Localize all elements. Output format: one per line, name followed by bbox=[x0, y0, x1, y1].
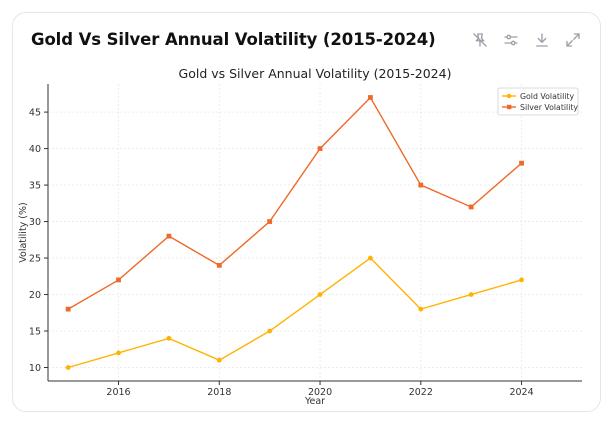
data-point-gold bbox=[216, 357, 222, 363]
x-tick-label: 2024 bbox=[509, 387, 533, 398]
legend-label: Silver Volatility bbox=[520, 103, 578, 112]
y-tick-label: 20 bbox=[29, 290, 41, 301]
data-point-silver bbox=[368, 95, 373, 100]
x-axis-label: Year bbox=[304, 396, 325, 407]
y-tick-label: 35 bbox=[29, 181, 41, 192]
toolbar bbox=[471, 31, 582, 49]
data-point-gold bbox=[519, 277, 524, 283]
legend-marker bbox=[507, 104, 512, 110]
series-line-gold bbox=[67, 257, 522, 369]
x-tick-label: 2016 bbox=[106, 387, 130, 398]
chart-card: Gold Vs Silver Annual Volatility (2015-2… bbox=[12, 12, 601, 412]
data-point-silver bbox=[65, 306, 71, 312]
sliders-icon[interactable] bbox=[502, 31, 520, 49]
x-tick-label: 2020 bbox=[308, 387, 332, 398]
data-point-silver bbox=[317, 146, 323, 151]
legend-label: Gold Volatility bbox=[520, 92, 574, 101]
data-point-gold bbox=[267, 328, 273, 334]
data-point-gold bbox=[468, 292, 474, 297]
data-point-silver bbox=[468, 204, 474, 210]
data-point-silver bbox=[418, 182, 424, 188]
chart-title: Gold vs Silver Annual Volatility (2015-2… bbox=[179, 66, 452, 81]
y-tick-label: 30 bbox=[29, 217, 41, 228]
data-point-silver bbox=[116, 277, 121, 283]
y-tick-label: 45 bbox=[29, 108, 41, 119]
expand-icon[interactable] bbox=[564, 31, 582, 49]
card-title: Gold Vs Silver Annual Volatility (2015-2… bbox=[31, 30, 436, 49]
download-icon[interactable] bbox=[533, 31, 551, 49]
pin-off-icon[interactable] bbox=[471, 31, 489, 49]
y-tick-label: 15 bbox=[29, 327, 41, 338]
data-point-gold bbox=[418, 306, 424, 312]
y-axis-label: Volatility (%) bbox=[18, 202, 29, 262]
data-point-silver bbox=[166, 233, 172, 239]
data-point-gold bbox=[317, 292, 323, 297]
data-point-gold bbox=[116, 350, 121, 356]
legend-marker bbox=[506, 93, 512, 99]
data-point-gold bbox=[166, 335, 172, 341]
y-tick-label: 25 bbox=[29, 254, 41, 265]
data-point-gold bbox=[65, 365, 71, 370]
x-tick-label: 2022 bbox=[409, 387, 433, 398]
y-tick-label: 10 bbox=[29, 363, 41, 374]
data-point-silver bbox=[216, 262, 222, 268]
y-tick-label: 40 bbox=[29, 144, 41, 155]
x-tick-label: 2018 bbox=[207, 387, 231, 398]
legend-box bbox=[497, 87, 579, 116]
data-point-silver bbox=[267, 219, 273, 224]
data-point-gold bbox=[368, 255, 373, 261]
series-line-silver bbox=[67, 96, 523, 310]
data-point-silver bbox=[519, 160, 524, 166]
